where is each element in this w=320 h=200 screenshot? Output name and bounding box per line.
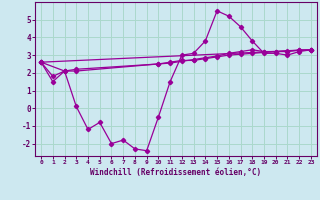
X-axis label: Windchill (Refroidissement éolien,°C): Windchill (Refroidissement éolien,°C)	[91, 168, 261, 177]
